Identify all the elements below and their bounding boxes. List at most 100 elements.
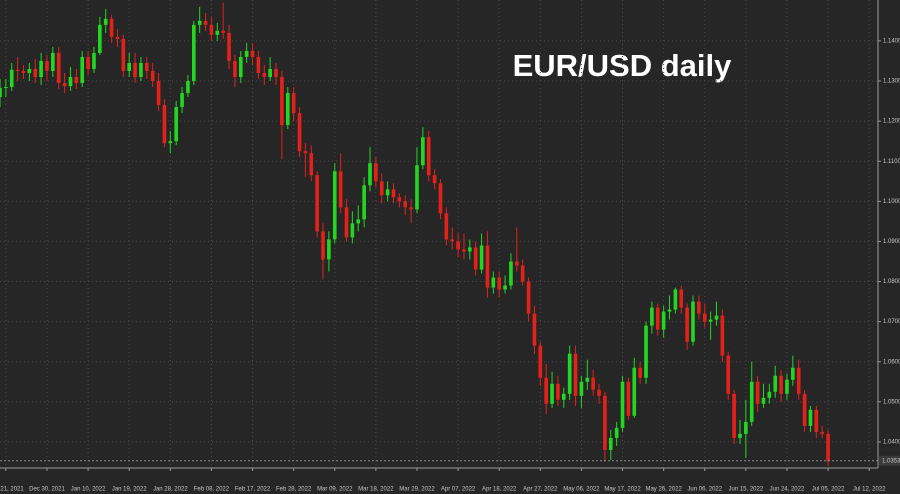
candle-body <box>39 60 43 77</box>
candle-body <box>391 189 396 198</box>
y-tick-label: 1.1100 <box>883 159 900 165</box>
candle-body <box>180 93 184 108</box>
candle-body <box>462 249 466 252</box>
candle-body <box>708 319 713 322</box>
y-tick-label: 1.1300 <box>883 79 900 85</box>
candle-body <box>444 213 449 240</box>
candle-body <box>514 261 519 266</box>
x-tick-label: Apr 27, 2022 <box>523 487 558 493</box>
candle-body <box>262 72 267 77</box>
candle-body <box>538 345 543 378</box>
candle-body <box>291 93 296 114</box>
candle-body <box>450 239 455 242</box>
candle-body <box>145 62 149 71</box>
candle-body <box>491 277 496 288</box>
candle-body <box>603 395 607 450</box>
candle-body <box>62 83 67 87</box>
candle-body <box>86 56 90 69</box>
candle-body <box>397 197 402 202</box>
candle-body <box>791 367 795 380</box>
x-tick-label: Feb 28, 2022 <box>276 487 312 493</box>
candle-body <box>755 381 760 404</box>
candle-body <box>321 231 325 260</box>
x-tick-label: May 06, 2022 <box>563 487 600 493</box>
candle-body <box>285 93 290 126</box>
candle-body <box>227 32 231 61</box>
candle-body <box>33 68 38 77</box>
y-tick-label: 1.0800 <box>883 279 900 285</box>
candle-body <box>714 315 719 320</box>
candle-body <box>309 153 314 176</box>
x-tick-label: Jan 28, 2022 <box>153 487 188 493</box>
x-tick-label: Jun 24, 2022 <box>770 487 805 493</box>
candle-body <box>779 375 783 394</box>
candle-body <box>256 56 261 73</box>
x-tick-label: Jul 12, 2022 <box>853 487 886 493</box>
candle-body <box>808 409 813 426</box>
candle-body <box>744 421 748 434</box>
candle-body <box>608 437 613 450</box>
last-price-label: 1.0353 <box>882 458 900 464</box>
candle-body <box>115 36 120 39</box>
candle-body <box>162 105 167 144</box>
candle-body <box>550 383 554 404</box>
candle-body <box>697 301 701 314</box>
candle-body <box>186 81 190 94</box>
candle-body <box>473 247 478 270</box>
candle-body <box>749 381 754 422</box>
candle-body <box>526 281 531 314</box>
candle-body <box>438 183 443 214</box>
candle-body <box>244 50 249 57</box>
candle-body <box>520 265 525 282</box>
candle-body <box>379 181 384 196</box>
candle-body <box>215 30 220 35</box>
candle-body <box>109 18 114 37</box>
candle-body <box>238 56 243 77</box>
candle-body <box>632 367 637 416</box>
y-tick-label: 1.0400 <box>883 440 900 446</box>
candle-body <box>468 247 472 252</box>
candle-body <box>403 201 408 208</box>
candle-body <box>650 307 654 326</box>
y-tick-label: 1.1000 <box>883 199 900 205</box>
y-tick-label: 1.1400 <box>883 38 900 44</box>
candle-body <box>156 81 161 106</box>
y-tick-label: 1.0500 <box>883 399 900 405</box>
candle-body <box>826 433 830 461</box>
candle-body <box>56 52 61 84</box>
x-tick-label: Jun 15, 2022 <box>729 487 764 493</box>
candle-body <box>139 62 143 77</box>
candle-body <box>655 307 660 330</box>
candle-body <box>667 309 672 312</box>
candle-body <box>332 171 337 240</box>
x-tick-label: Jan 19, 2022 <box>112 487 147 493</box>
candle-body <box>233 60 237 77</box>
y-tick-label: 1.0900 <box>883 239 900 245</box>
x-tick-label: Dec 30, 2021 <box>29 487 65 493</box>
candle-body <box>68 76 73 87</box>
candle-body <box>738 433 742 438</box>
candle-body <box>479 245 484 270</box>
candle-body <box>485 245 490 288</box>
last-price-box <box>879 455 900 466</box>
candle-body <box>702 313 707 322</box>
candle-body <box>509 261 513 286</box>
y-tick-label: 1.1200 <box>883 119 900 125</box>
x-tick-label: Mar 09, 2022 <box>317 487 353 493</box>
candle-body <box>45 60 49 71</box>
candle-body <box>356 219 361 224</box>
candle-body <box>374 163 378 182</box>
candle-body <box>385 189 390 196</box>
candle-body <box>561 393 566 400</box>
candle-body <box>297 113 302 152</box>
candle-body <box>644 325 648 378</box>
candle-body <box>315 175 319 232</box>
candle-body <box>661 311 666 330</box>
candle-body <box>0 87 2 98</box>
candle-body <box>350 223 355 238</box>
chart-title: EUR/USD daily <box>513 48 733 83</box>
candle-body <box>168 141 173 144</box>
candle-body <box>368 163 372 186</box>
candle-body <box>344 207 349 238</box>
candle-body <box>51 52 55 71</box>
